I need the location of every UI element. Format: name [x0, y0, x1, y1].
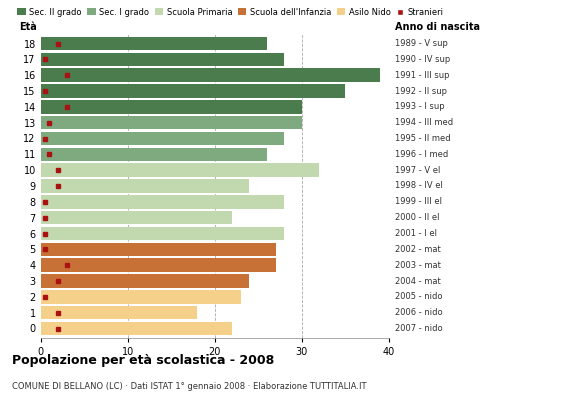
Text: Anno di nascita: Anno di nascita: [395, 22, 480, 32]
Bar: [41, 258, 276, 272]
Bar: [41, 179, 249, 193]
Text: COMUNE DI BELLANO (LC) · Dati ISTAT 1° gennaio 2008 · Elaborazione TUTTITALIA.IT: COMUNE DI BELLANO (LC) · Dati ISTAT 1° g…: [12, 382, 366, 391]
Bar: [41, 211, 232, 224]
Bar: [41, 243, 276, 256]
Bar: [41, 84, 345, 98]
Text: 1992 - II sup: 1992 - II sup: [395, 86, 447, 96]
Bar: [41, 68, 380, 82]
Bar: [41, 306, 197, 319]
Text: 2005 - nido: 2005 - nido: [395, 292, 443, 301]
Bar: [41, 274, 249, 288]
Bar: [41, 322, 232, 335]
Text: 2001 - I el: 2001 - I el: [395, 229, 437, 238]
Text: 1989 - V sup: 1989 - V sup: [395, 39, 448, 48]
Text: 2003 - mat: 2003 - mat: [395, 261, 441, 270]
Bar: [41, 195, 284, 208]
Text: 1990 - IV sup: 1990 - IV sup: [395, 55, 451, 64]
Text: 1997 - V el: 1997 - V el: [395, 166, 441, 175]
Text: 1991 - III sup: 1991 - III sup: [395, 71, 450, 80]
Bar: [41, 132, 284, 145]
Bar: [41, 148, 267, 161]
Bar: [41, 53, 284, 66]
Text: 1998 - IV el: 1998 - IV el: [395, 182, 443, 190]
Bar: [41, 116, 302, 129]
Text: 2007 - nido: 2007 - nido: [395, 324, 443, 333]
Text: 1993 - I sup: 1993 - I sup: [395, 102, 445, 111]
Text: Popolazione per età scolastica - 2008: Popolazione per età scolastica - 2008: [12, 354, 274, 367]
Bar: [41, 290, 241, 304]
Text: 1994 - III med: 1994 - III med: [395, 118, 454, 127]
Bar: [41, 100, 302, 114]
Text: 1999 - III el: 1999 - III el: [395, 197, 442, 206]
Text: Età: Età: [19, 22, 37, 32]
Text: 2006 - nido: 2006 - nido: [395, 308, 443, 317]
Text: 2002 - mat: 2002 - mat: [395, 245, 441, 254]
Bar: [41, 227, 284, 240]
Bar: [41, 37, 267, 50]
Text: 2000 - II el: 2000 - II el: [395, 213, 440, 222]
Text: 1995 - II med: 1995 - II med: [395, 134, 451, 143]
Bar: [41, 164, 319, 177]
Text: 1996 - I med: 1996 - I med: [395, 150, 448, 159]
Legend: Sec. II grado, Sec. I grado, Scuola Primaria, Scuola dell'Infanzia, Asilo Nido, : Sec. II grado, Sec. I grado, Scuola Prim…: [16, 6, 445, 18]
Text: 2004 - mat: 2004 - mat: [395, 276, 441, 286]
